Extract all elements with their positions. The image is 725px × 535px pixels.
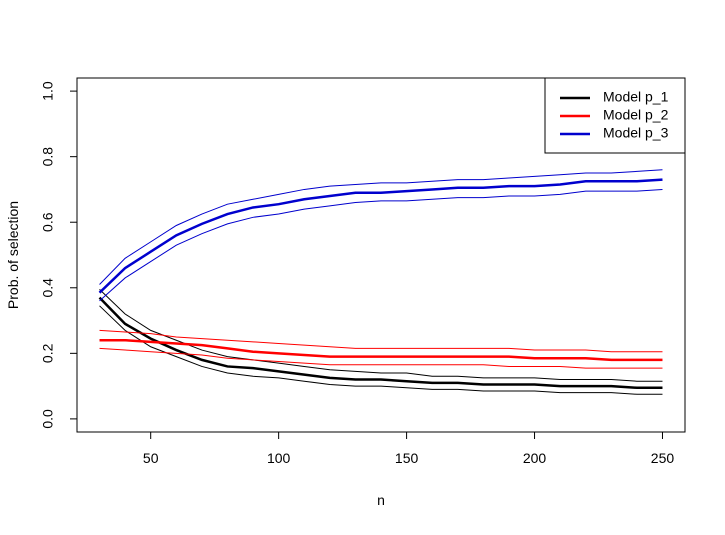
x-tick-label: 200 bbox=[523, 450, 547, 466]
legend-label: Model p_1 bbox=[603, 89, 669, 105]
band-line bbox=[99, 347, 663, 369]
y-tick-label: 1.0 bbox=[40, 81, 56, 101]
x-axis-label: n bbox=[377, 492, 385, 508]
x-tick-label: 50 bbox=[143, 450, 159, 466]
legend-label: Model p_3 bbox=[603, 125, 669, 141]
y-tick-label: 0.8 bbox=[40, 147, 56, 167]
x-tick-label: 100 bbox=[267, 450, 291, 466]
band-line bbox=[99, 188, 663, 302]
series-line bbox=[98, 296, 663, 389]
band-line bbox=[99, 169, 663, 285]
x-tick-label: 250 bbox=[651, 450, 675, 466]
y-tick-label: 0.2 bbox=[40, 343, 56, 363]
x-tick-label: 150 bbox=[395, 450, 419, 466]
y-tick-label: 0.0 bbox=[40, 409, 56, 429]
y-tick-label: 0.4 bbox=[40, 278, 56, 298]
y-axis-label: Prob. of selection bbox=[5, 201, 21, 309]
band-line bbox=[99, 329, 663, 353]
y-tick-label: 0.6 bbox=[40, 212, 56, 232]
legend-label: Model p_2 bbox=[603, 107, 669, 123]
series-line bbox=[99, 338, 663, 362]
series-line bbox=[98, 178, 663, 294]
band-line bbox=[99, 305, 663, 395]
band-line bbox=[99, 289, 663, 382]
